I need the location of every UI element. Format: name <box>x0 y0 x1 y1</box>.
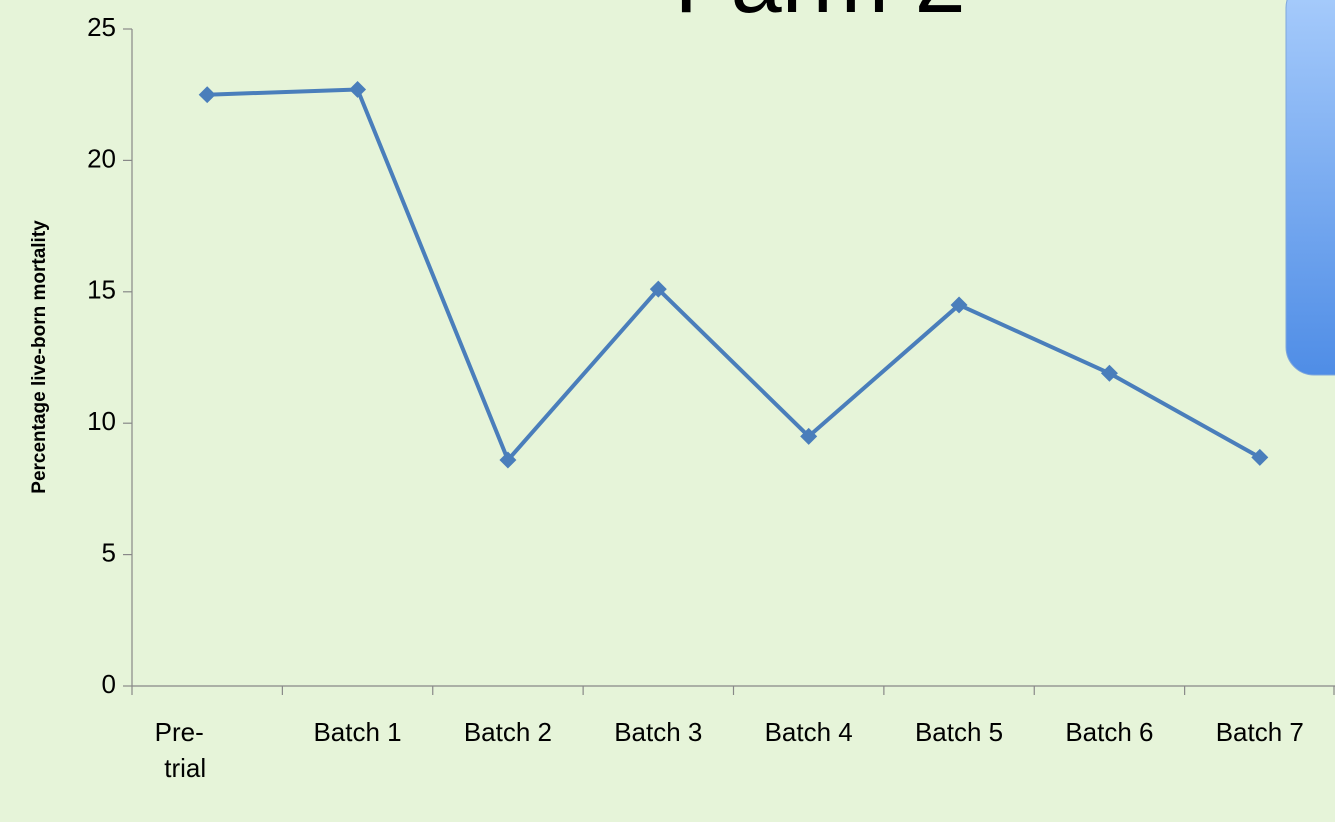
x-tick-label: Batch 1 <box>313 717 401 747</box>
x-tick-label: Batch 3 <box>614 717 702 747</box>
data-point <box>1100 364 1118 382</box>
y-tick-label: 25 <box>87 12 116 42</box>
data-point <box>950 296 968 314</box>
x-tick-label: Batch 7 <box>1216 717 1304 747</box>
x-tick-label: Batch 5 <box>915 717 1003 747</box>
data-point <box>499 451 517 469</box>
data-point <box>800 427 818 445</box>
decor-box <box>1285 0 1335 376</box>
data-point <box>198 86 216 104</box>
data-point <box>349 80 367 98</box>
y-tick-label: 20 <box>87 143 116 173</box>
series-line <box>207 87 1261 462</box>
x-tick-label: Pre-trial <box>155 717 207 783</box>
y-tick-label: 5 <box>102 537 116 567</box>
y-tick-label: 10 <box>87 406 116 436</box>
x-tick-label: Batch 6 <box>1065 717 1153 747</box>
data-point <box>649 280 667 298</box>
chart-title: Farm 2 <box>674 0 965 32</box>
y-axis-label: Percentage live-born mortality <box>29 220 50 494</box>
x-tick-label: Batch 2 <box>464 717 552 747</box>
data-point <box>1251 448 1269 466</box>
x-tick-label: Batch 4 <box>765 717 853 747</box>
y-tick-label: 0 <box>102 669 116 699</box>
y-tick-label: 15 <box>87 275 116 305</box>
